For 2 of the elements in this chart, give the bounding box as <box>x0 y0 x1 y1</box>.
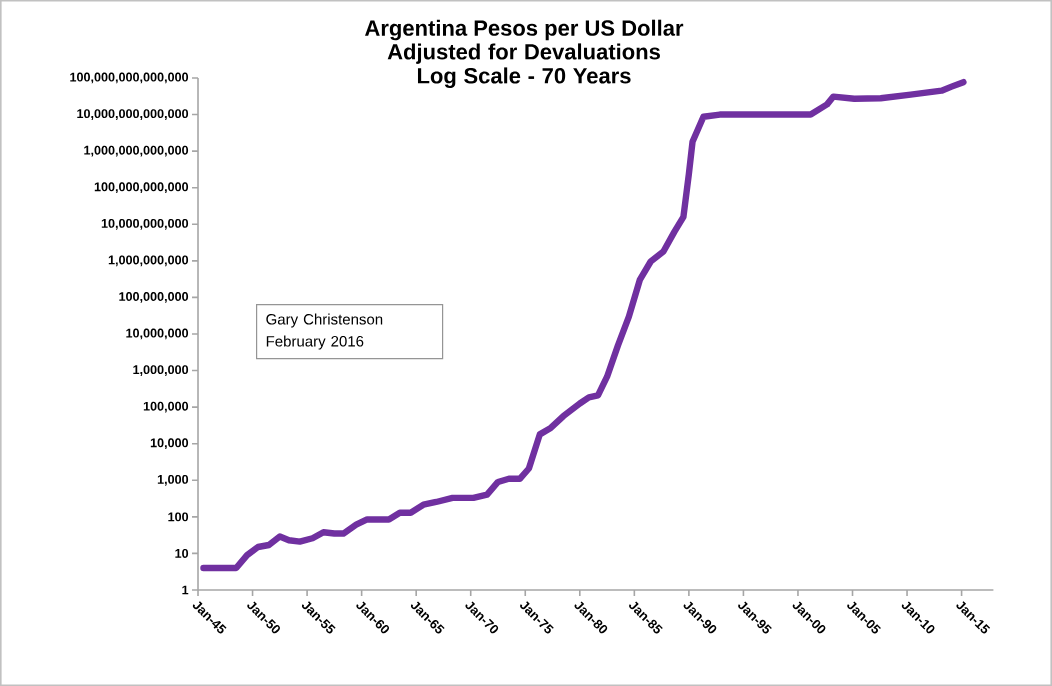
chart-subtitle: Adjusted for Devaluations Log Scale - 70 Years <box>387 43 660 89</box>
chart-title: Argentina Pesos per US Dollar <box>365 19 684 41</box>
